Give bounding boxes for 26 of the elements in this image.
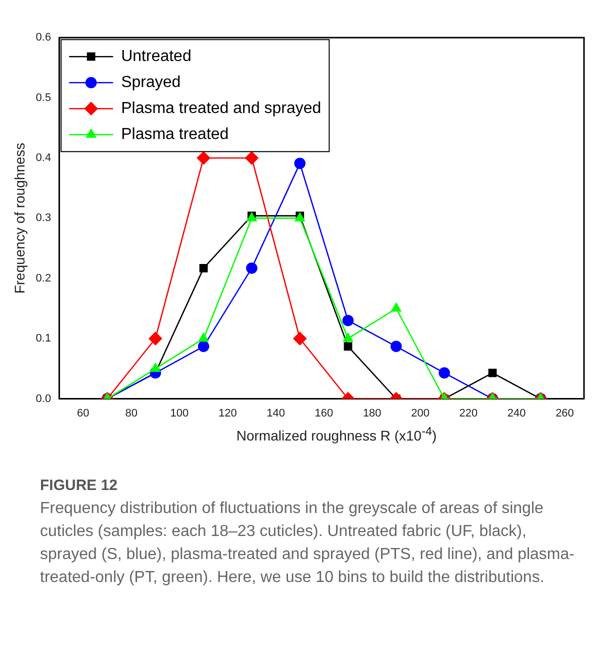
x-tick-label: 100 <box>170 407 189 420</box>
y-tick-label: 0.4 <box>36 152 52 164</box>
legend-label: Untreated <box>121 48 192 66</box>
x-axis-title: Normalized roughness R (x10$^{-4}$) <box>235 425 438 444</box>
x-tick-label: 260 <box>556 407 574 420</box>
y-tick-label: 0.2 <box>36 272 52 284</box>
legend-label: Plasma treated <box>121 126 229 144</box>
y-axis-title: Frequency of roughness <box>11 142 28 294</box>
y-tick-label: 0.5 <box>36 92 52 104</box>
x-tick-label: 240 <box>507 407 526 420</box>
legend-label: Plasma treated and sprayed <box>121 100 322 118</box>
y-tick-label: 0.1 <box>36 332 52 345</box>
x-tick-label: 140 <box>266 407 285 420</box>
x-tick-label: 120 <box>218 407 237 420</box>
text: Frequency distribution of fluctuations in the greyscale of areas of single cuticles (samples: each 18–23 cuticles). Untreated fabric (UF, black), sprayed (S, blue), plasma-treated and sprayed (PTS, red line), and plasma-treated-only (PT, green). Here, we use 10 bins to build the distributions. <box>40 498 575 588</box>
x-tick-label: 220 <box>459 407 478 420</box>
y-tick-label: 0.0 <box>36 392 52 405</box>
legend-label: Sprayed <box>121 74 181 92</box>
x-tick-label: 60 <box>77 407 90 420</box>
y-tick-label: 0.6 <box>36 32 52 44</box>
caption: FIGURE 12 <box>40 476 119 496</box>
x-tick-label: 200 <box>411 407 430 420</box>
x-tick-label: 80 <box>125 407 138 420</box>
y-tick-label: 0.3 <box>36 212 52 224</box>
x-tick-label: 180 <box>362 407 382 420</box>
x-tick-label: 160 <box>314 407 334 420</box>
